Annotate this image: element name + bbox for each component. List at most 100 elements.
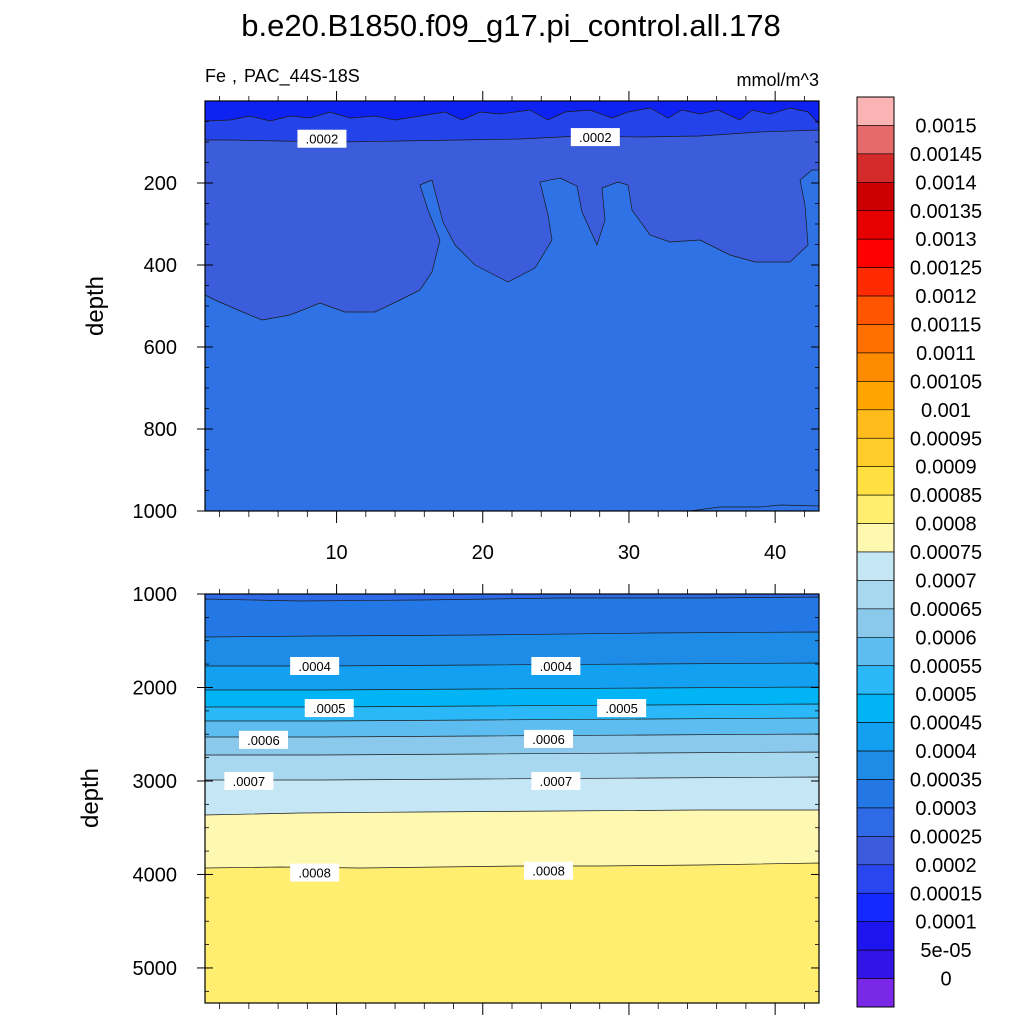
colorbar-swatch	[856, 409, 895, 439]
colorbar-swatch	[856, 921, 895, 951]
colorbar-label: 0.00075	[910, 542, 982, 564]
colorbar-swatch	[856, 381, 895, 411]
colorbar-swatch	[856, 523, 895, 553]
contour-label-box	[224, 771, 274, 790]
contour-label: .0002	[579, 130, 612, 145]
upper-fill-0002	[204, 100, 820, 321]
y-tick-label: 1000	[133, 501, 178, 523]
contour-label: .0005	[313, 701, 346, 716]
units-label: mmol/m^3	[737, 70, 819, 90]
colorbar-swatch	[856, 637, 895, 667]
colorbar-swatch	[856, 978, 895, 1008]
variable-label: Fe	[205, 66, 226, 86]
contour-label-box	[597, 699, 647, 718]
y-tick-label: 4000	[133, 864, 178, 886]
colorbar-label: 0.0013	[915, 229, 976, 251]
colorbar-label: 0.00045	[910, 713, 982, 735]
colorbar-label: 0.0002	[915, 855, 976, 877]
upper-contour-labels: .0002 .0002	[297, 128, 620, 148]
colorbar-label: 0.0005	[915, 684, 976, 706]
chart-title: b.e20.B1850.f09_g17.pi_control.all.178	[241, 8, 781, 43]
upper-deep-contour	[689, 504, 820, 512]
contour-label-box	[531, 656, 581, 675]
colorbar-label: 0.00015	[910, 883, 982, 905]
colorbar-swatch	[856, 238, 895, 268]
colorbar-swatch	[856, 295, 895, 325]
contour-label: .0006	[247, 733, 280, 748]
colorbar-label: 0.0001	[915, 912, 976, 934]
colorbar-swatch	[856, 182, 895, 212]
contour-label: .0002	[306, 132, 339, 147]
contour-label: .0004	[298, 659, 331, 674]
contour-label-box	[524, 861, 574, 880]
colorbar-swatch	[856, 551, 895, 581]
colorbar-swatch	[856, 96, 895, 126]
contour-label: .0007	[233, 774, 266, 789]
colorbar-swatch	[856, 665, 895, 695]
y-tick-label: 1000	[133, 584, 178, 606]
region-label: PAC_44S-18S	[244, 66, 360, 87]
colorbar-label: 0.00115	[911, 315, 982, 337]
colorbar-swatch	[856, 836, 895, 866]
y-tick-label: 800	[144, 419, 177, 441]
colorbar-swatch	[856, 807, 895, 837]
contour-label: .0006	[532, 732, 565, 747]
colorbar-swatch	[856, 352, 895, 382]
y-tick-label: 2000	[133, 677, 178, 699]
colorbar-label: 0.0015	[915, 115, 976, 137]
x-tick-label: 40	[764, 542, 786, 564]
colorbar-label: 0.0007	[915, 570, 976, 592]
colorbar-label: 0.00105	[910, 371, 982, 393]
colorbar-swatch	[856, 949, 895, 979]
colorbar-label: 0.00035	[910, 770, 982, 792]
colorbar-swatch	[856, 210, 895, 240]
colorbar-swatch	[856, 693, 895, 723]
colorbar-swatch	[856, 750, 895, 780]
upper-fill-0001	[204, 100, 820, 125]
x-tick-label: 10	[325, 542, 347, 564]
contour-label-box	[290, 656, 340, 675]
contour-label: .0005	[605, 701, 638, 716]
y-tick-label: 3000	[133, 771, 178, 793]
colorbar-swatch	[856, 125, 895, 155]
colorbar-label: 0.0003	[915, 798, 976, 820]
lower-contour-labels: .0004 .0004 .0005 .0005 .0006 .0006 .0007 .0007…	[224, 656, 647, 882]
colorbar-label: 0.00135	[910, 201, 982, 223]
colorbar-frame	[856, 96, 895, 1008]
colorbar-label: 0.00065	[910, 599, 982, 621]
colorbar-swatch	[856, 779, 895, 809]
contour-label-box	[531, 771, 581, 790]
colorbar-label: 0.0011	[916, 343, 976, 365]
colorbar-swatch	[856, 864, 895, 894]
contour-label: .0008	[298, 866, 331, 881]
x-tick-label: 30	[618, 542, 640, 564]
colorbar-swatch	[856, 494, 895, 524]
colorbar-swatch	[856, 892, 895, 922]
colorbar-label: 0.00145	[910, 144, 982, 166]
x-tick-label: 20	[472, 542, 494, 564]
colorbar-swatch	[856, 466, 895, 496]
colorbar-label: 0.00095	[910, 428, 982, 450]
colorbar-label: 0.00025	[910, 826, 982, 848]
colorbar-swatch	[856, 608, 895, 638]
colorbar-swatch	[856, 267, 895, 297]
variable-separator: ,	[232, 66, 237, 86]
colorbar: 0.0015 0.00145 0.0014 0.00135 0.0013 0.00125 0…	[856, 96, 982, 1008]
upper-ylabel: depth	[82, 276, 109, 336]
contour-label: .0007	[540, 774, 573, 789]
colorbar-label: 0.0009	[915, 457, 976, 479]
colorbar-swatch	[856, 580, 895, 610]
y-tick-label: 5000	[133, 958, 178, 980]
contour-label-box	[238, 730, 288, 749]
lower-ticks: 1000 2000 3000 4000 5000	[133, 584, 819, 1015]
colorbar-swatch	[856, 437, 895, 467]
colorbar-label: 0.0004	[915, 741, 976, 763]
colorbar-label: 0.0012	[915, 286, 976, 308]
colorbar-label: 0.001	[921, 400, 971, 422]
contour-label-box	[570, 128, 620, 147]
contour-label: .0008	[532, 864, 565, 879]
upper-ticks: 200 400 600 800 1000 10 20 30 40	[133, 91, 819, 564]
contour-label: .0004	[540, 659, 573, 674]
y-tick-label: 600	[144, 337, 177, 359]
